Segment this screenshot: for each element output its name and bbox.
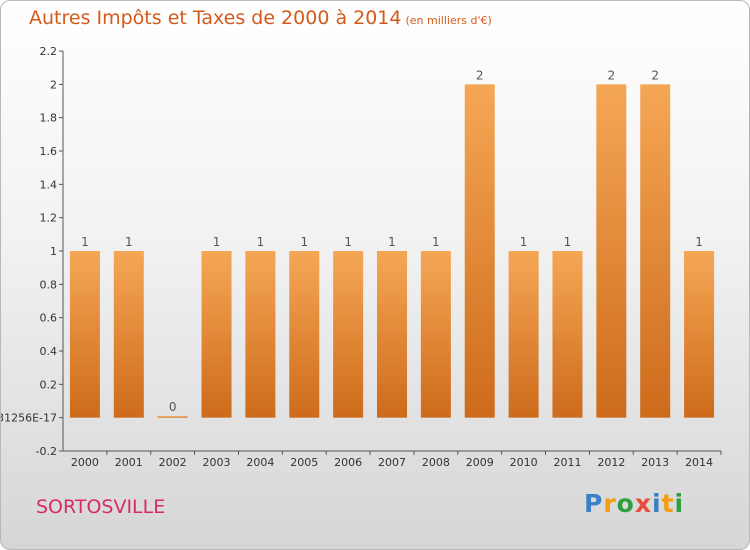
x-tick-label: 2000 <box>71 456 99 469</box>
logo-letter: x <box>634 489 652 518</box>
commune-name: SORTOSVILLE <box>36 496 166 518</box>
y-tick-label: 2.2 <box>40 45 58 58</box>
bar <box>377 251 407 418</box>
bar <box>289 251 320 418</box>
x-tick-label: 2005 <box>290 456 318 469</box>
bar <box>113 251 144 418</box>
bar <box>420 251 451 418</box>
data-label: 1 <box>564 235 572 249</box>
bar <box>157 416 188 418</box>
bar <box>640 84 671 418</box>
y-tick-label: 0.4 <box>40 345 58 358</box>
data-label: 1 <box>125 235 133 249</box>
data-label: 2 <box>476 68 484 82</box>
x-tick-label: 2012 <box>597 456 625 469</box>
x-tick-label: 2003 <box>203 456 231 469</box>
bar <box>464 84 495 418</box>
logo-letter: r <box>603 489 617 518</box>
data-label: 1 <box>344 235 352 249</box>
x-tick-label: 2014 <box>685 456 713 469</box>
y-tick-label: 1.8 <box>40 112 58 125</box>
chart-title: Autres Impôts et Taxes de 2000 à 2014 (en… <box>29 7 492 29</box>
bar <box>245 251 276 418</box>
logo-letter: i <box>674 489 685 518</box>
x-tick-label: 2009 <box>466 456 494 469</box>
logo-letter: t <box>661 489 675 518</box>
data-label: 1 <box>432 235 440 249</box>
y-tick-label: 1.6 <box>40 145 58 158</box>
proxiti-logo[interactable]: Proxiti <box>584 489 684 518</box>
x-tick-label: 2011 <box>553 456 581 469</box>
data-label: 1 <box>520 235 528 249</box>
data-label: 1 <box>257 235 265 249</box>
y-tick-label: 2 <box>50 78 57 91</box>
data-label: 0 <box>169 400 177 414</box>
bar <box>508 251 539 418</box>
data-label: 1 <box>81 235 89 249</box>
x-tick-label: 2007 <box>378 456 406 469</box>
y-tick-label: 1.2 <box>40 212 58 225</box>
data-label: 2 <box>608 68 616 82</box>
data-label: 1 <box>388 235 396 249</box>
bar <box>69 251 100 418</box>
bar <box>596 84 627 418</box>
y-tick-label: -5.5511151231256E-17 <box>1 412 57 425</box>
x-tick-label: 2001 <box>115 456 143 469</box>
data-label: 1 <box>300 235 308 249</box>
bar <box>684 251 715 418</box>
x-tick-label: 2006 <box>334 456 362 469</box>
x-tick-label: 2010 <box>510 456 538 469</box>
data-label: 2 <box>651 68 659 82</box>
data-label: 1 <box>213 235 221 249</box>
x-tick-label: 2002 <box>159 456 187 469</box>
y-tick-label: 0.8 <box>40 278 58 291</box>
bar <box>333 251 364 418</box>
x-tick-label: 2013 <box>641 456 669 469</box>
bar <box>552 251 583 418</box>
data-label: 1 <box>695 235 703 249</box>
x-tick-label: 2004 <box>246 456 274 469</box>
y-tick-label: 1 <box>50 245 57 258</box>
y-tick-label: 0.6 <box>40 312 58 325</box>
logo-letter: i <box>652 489 662 518</box>
bar <box>201 251 232 418</box>
chart-subtitle: (en milliers d'€) <box>405 14 492 27</box>
y-tick-label: 1.4 <box>40 178 58 191</box>
x-tick-label: 2008 <box>422 456 450 469</box>
y-tick-label: -0.2 <box>36 445 57 458</box>
logo-letter: P <box>584 489 604 518</box>
y-tick-label: 0.2 <box>40 378 58 391</box>
logo-letter: o <box>616 489 635 518</box>
